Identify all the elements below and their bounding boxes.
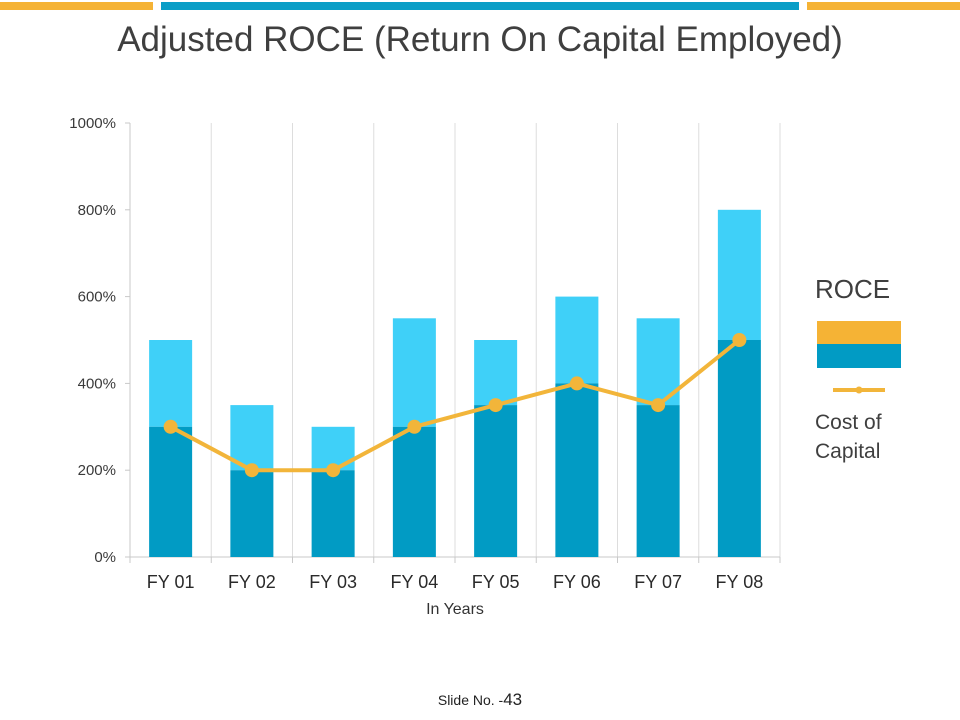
bar-upper-7 bbox=[636, 318, 680, 406]
accent-bar-center bbox=[161, 2, 799, 10]
cost-of-capital-point-4 bbox=[407, 419, 422, 434]
bar-upper-5 bbox=[474, 340, 518, 406]
y-tick-label-3: 600% bbox=[78, 289, 116, 306]
bar-base-4 bbox=[392, 426, 436, 557]
y-tick-label-1: 200% bbox=[78, 462, 116, 479]
x-tick-label-6: FY 06 bbox=[553, 572, 601, 592]
bar-upper-4 bbox=[392, 318, 436, 427]
slide-number: Slide No. -43 bbox=[0, 690, 960, 710]
y-tick-label-5: 1000% bbox=[69, 115, 116, 132]
bars bbox=[149, 209, 761, 557]
y-tick-label-0: 0% bbox=[94, 549, 116, 566]
cost-of-capital-line bbox=[163, 333, 747, 478]
legend-roce-swatch-bottom bbox=[817, 344, 901, 368]
cost-of-capital-point-7 bbox=[651, 398, 666, 413]
bar-base-6 bbox=[555, 383, 599, 557]
legend-cost-of-capital-dot bbox=[855, 386, 863, 394]
slide-number-label: Slide No. - bbox=[437, 692, 504, 708]
bar-upper-2 bbox=[230, 405, 274, 471]
cost-of-capital-point-8 bbox=[732, 333, 747, 347]
cost-of-capital-point-2 bbox=[244, 463, 259, 478]
legend-line-label-2: Capital bbox=[815, 440, 881, 463]
x-tick-label-5: FY 05 bbox=[472, 572, 520, 592]
y-tick-label-4: 800% bbox=[78, 202, 116, 219]
slide-title: Adjusted ROCE (Return On Capital Employe… bbox=[117, 20, 843, 59]
legend-cost-of-capital-label: Cost of Capital bbox=[815, 408, 925, 466]
bar-base-7 bbox=[636, 405, 680, 557]
legend bbox=[817, 321, 901, 394]
accent-bar-right bbox=[807, 2, 960, 10]
x-tick-label-1: FY 01 bbox=[147, 572, 195, 592]
axes bbox=[125, 122, 781, 563]
bar-base-2 bbox=[230, 470, 274, 557]
grid-lines bbox=[210, 123, 781, 557]
bar-upper-6 bbox=[555, 296, 599, 384]
bar-base-3 bbox=[311, 470, 355, 557]
cost-of-capital-point-6 bbox=[569, 376, 584, 391]
cost-of-capital-point-5 bbox=[488, 398, 503, 413]
bar-base-1 bbox=[149, 426, 193, 557]
slide-number-value: 43 bbox=[503, 690, 523, 709]
x-tick-label-3: FY 03 bbox=[309, 572, 357, 592]
x-axis-label: In Years bbox=[426, 601, 484, 618]
bar-base-8 bbox=[717, 340, 761, 557]
bar-upper-8 bbox=[717, 209, 761, 340]
cost-of-capital-polyline bbox=[169, 338, 741, 473]
cost-of-capital-point-3 bbox=[326, 463, 341, 478]
bar-base-5 bbox=[474, 405, 518, 557]
x-tick-label-8: FY 08 bbox=[716, 572, 764, 592]
cost-of-capital-point-1 bbox=[163, 419, 178, 434]
legend-roce-label: ROCE bbox=[815, 274, 891, 304]
x-tick-label-4: FY 04 bbox=[391, 572, 439, 592]
legend-roce-swatch-top bbox=[817, 321, 901, 344]
legend-line-label-1: Cost of bbox=[815, 411, 882, 434]
y-tick-label-2: 400% bbox=[78, 375, 116, 392]
accent-bar-left bbox=[0, 2, 153, 10]
category-labels: FY 01 FY 02 FY 03 FY 04 FY 05 FY 06 FY 07 FY 08 bbox=[147, 572, 763, 592]
x-tick-label-7: FY 07 bbox=[634, 572, 682, 592]
bar-upper-1 bbox=[149, 340, 193, 427]
y-tick-labels: 0% 200% 400% 600% 800% 1000% bbox=[69, 115, 116, 566]
x-tick-label-2: FY 02 bbox=[228, 572, 276, 592]
